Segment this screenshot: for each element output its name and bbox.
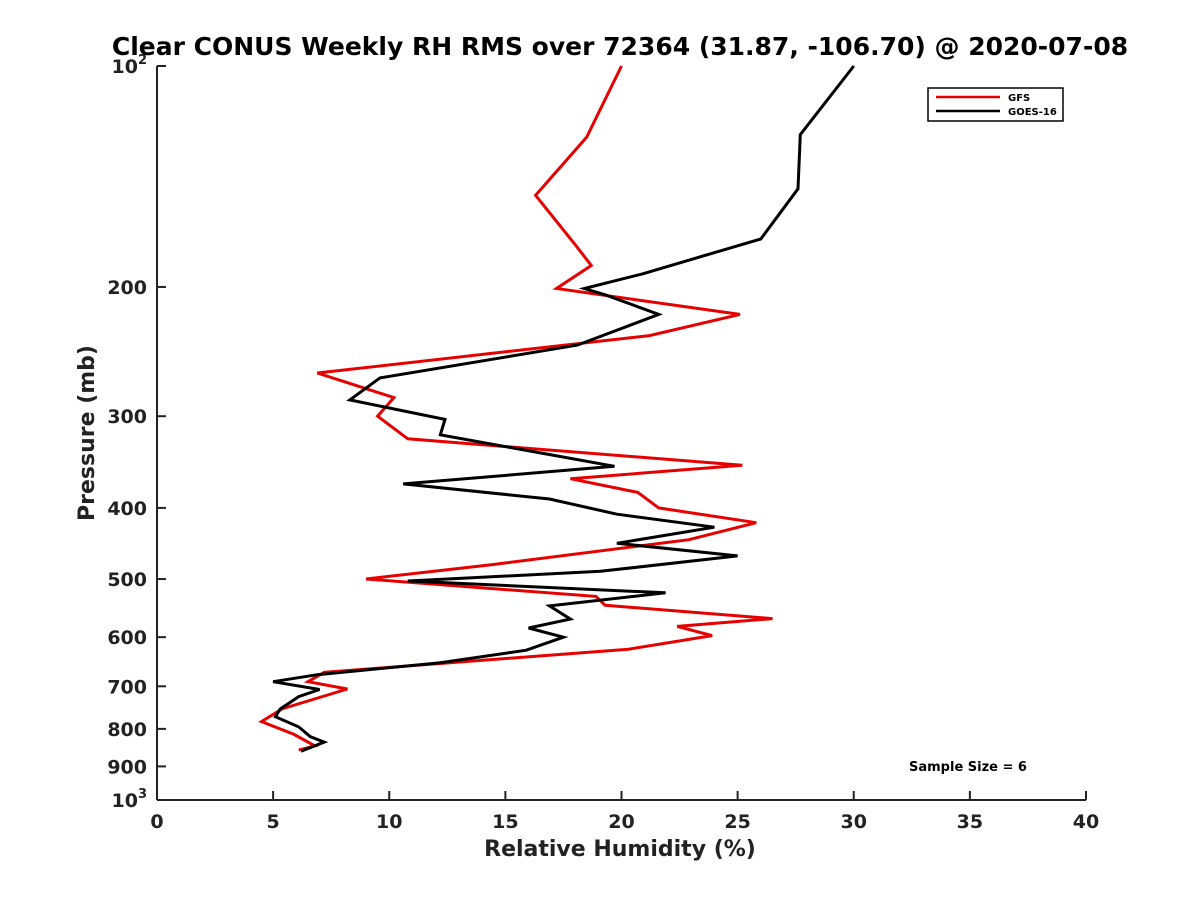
y-tick-label: 500: [107, 569, 147, 591]
x-tick-label: 20: [608, 811, 634, 833]
y-tick-label: 900: [107, 756, 147, 778]
legend: GFS GOES-16: [927, 87, 1064, 122]
x-axis-label: Relative Humidity (%): [484, 837, 756, 862]
y-tick-label: 103: [112, 787, 148, 812]
x-tick-label: 25: [724, 811, 750, 833]
y-tick-label: 200: [107, 277, 147, 299]
y-tick-label: 102: [112, 53, 148, 78]
legend-label: GFS: [1008, 93, 1030, 104]
x-tick-label: 5: [267, 811, 280, 833]
chart-title: Clear CONUS Weekly RH RMS over 72364 (31…: [112, 32, 1128, 61]
y-tick-label: 300: [107, 406, 147, 428]
x-tick-label: 15: [492, 811, 518, 833]
axes: 0 5 10 15 20 25 30 35 40 102 200 300 400 500 600 700 800…: [107, 53, 1099, 833]
y-tick-label: 800: [107, 719, 147, 741]
legend-label: GOES-16: [1008, 107, 1057, 118]
series-line-goes-16: [272, 65, 855, 753]
x-tick-label: 30: [841, 811, 867, 833]
y-axis-label: Pressure (mb): [75, 345, 100, 521]
series-line-gfs: [258, 65, 773, 752]
y-tick-label: 700: [107, 676, 147, 698]
sample-size-annotation: Sample Size = 6: [909, 760, 1027, 775]
x-tick-label: 10: [376, 811, 402, 833]
x-tick-label: 0: [150, 811, 163, 833]
x-tick-label: 40: [1073, 811, 1099, 833]
x-tick-label: 35: [957, 811, 983, 833]
y-tick-label: 600: [107, 627, 147, 649]
y-tick-label: 400: [107, 498, 147, 520]
legend-box: [927, 87, 1064, 122]
series-group: [258, 65, 855, 753]
